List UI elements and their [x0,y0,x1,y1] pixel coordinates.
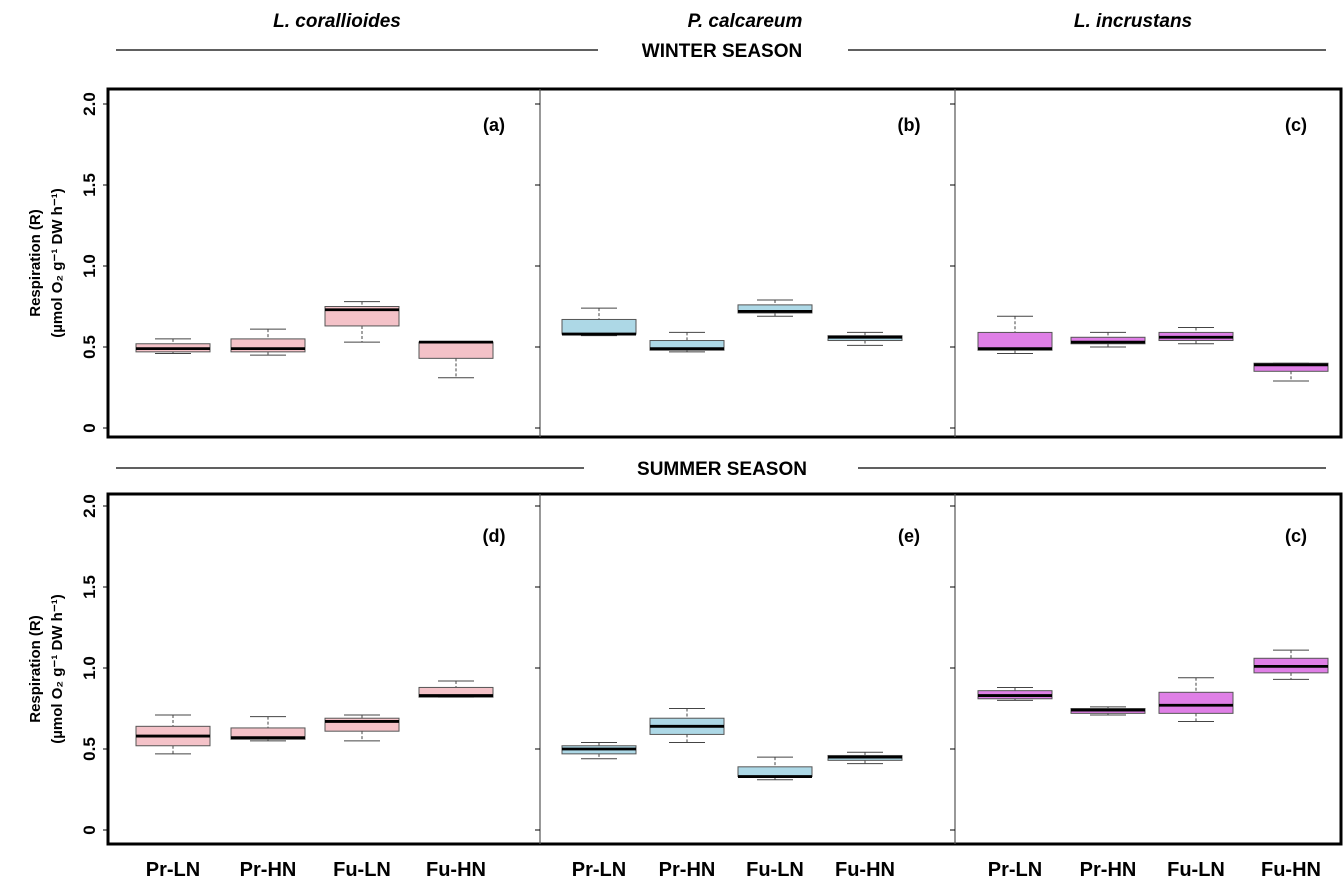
box-fu-ln [324,714,400,742]
box-iqr [1158,691,1234,714]
box-fu-hn [418,340,494,379]
box-iqr [977,331,1053,351]
box-pr-ln [561,307,637,337]
panel-label: (c) [1285,526,1307,546]
box-fu-hn [418,680,494,698]
box-iqr [418,341,494,359]
y-tick-label: 0 [80,423,99,432]
panel-frames [103,49,1343,846]
panel-label: (e) [898,526,920,546]
box-iqr [1253,362,1329,372]
box-pr-hn [230,716,306,742]
box-pr-ln [977,686,1053,701]
box-fu-ln [737,756,813,781]
season-header: SUMMER SEASON [637,459,807,480]
box-iqr [737,304,813,314]
box-iqr [418,686,494,698]
x-tick-label: Fu-HN [1261,859,1321,881]
boxplot-marks [135,299,1329,781]
x-tick-label: Pr-HN [659,859,716,881]
y-tick-label: 1.0 [80,254,99,278]
panel-label: (a) [483,115,505,135]
y-tick-label: 2.0 [80,92,99,116]
y-tick-label: 1.5 [80,575,99,599]
y-axis-label-units: (µmol O₂ g⁻¹ DW h⁻¹) [49,188,66,337]
box-pr-ln [135,714,211,755]
box-pr-hn [649,331,725,353]
box-pr-ln [561,742,637,760]
box-pr-hn [649,708,725,744]
x-tick-label: Pr-LN [146,859,200,881]
chart-text: L. corallioides P. calcareum L. incrustans… [27,11,1321,881]
box-iqr [649,340,725,351]
species-title: L. corallioides [273,11,401,32]
y-tick-label: 2.0 [80,494,99,518]
x-tick-label: Pr-LN [572,859,626,881]
x-tick-label: Pr-HN [240,859,297,881]
box-iqr [561,318,637,335]
x-tick-label: Pr-HN [1080,859,1137,881]
box-pr-hn [1070,331,1146,348]
x-tick-label: Fu-HN [426,859,486,881]
box-fu-hn [1253,362,1329,382]
y-axis-label: Respiration (R) [27,209,44,317]
box-fu-ln [324,301,400,343]
box-fu-hn [827,751,903,765]
x-tick-label: Fu-LN [333,859,391,881]
box-iqr [324,306,400,327]
x-tick-label: Fu-LN [746,859,804,881]
y-tick-label: 0.5 [80,335,99,359]
box-pr-ln [977,315,1053,354]
row-frame [106,492,1343,846]
season-header: WINTER SEASON [642,41,802,62]
y-tick-label: 1.0 [80,656,99,680]
panel-label: (d) [483,526,506,546]
box-fu-hn [827,331,903,346]
box-pr-hn [230,328,306,356]
x-tick-label: Fu-LN [1167,859,1225,881]
y-tick-label: 0 [80,825,99,834]
box-fu-hn [1253,649,1329,680]
species-title: P. calcareum [688,11,803,32]
row-frame [106,87,1343,439]
box-iqr [1070,336,1146,345]
y-tick-label: 0.5 [80,737,99,761]
y-axis-label: Respiration (R) [27,615,44,723]
x-tick-label: Pr-LN [988,859,1042,881]
x-tick-label: Fu-HN [835,859,895,881]
y-axis-label-units: (µmol O₂ g⁻¹ DW h⁻¹) [49,594,66,743]
box-fu-ln [1158,677,1234,722]
box-iqr [230,727,306,740]
box-fu-ln [1158,327,1234,345]
box-iqr [737,766,813,778]
box-pr-hn [1070,706,1146,716]
panel-label: (b) [898,115,921,135]
box-fu-ln [737,299,813,317]
y-tick-label: 1.5 [80,173,99,197]
box-pr-ln [135,338,211,354]
species-title: L. incrustans [1074,11,1192,32]
panel-label: (c) [1285,115,1307,135]
